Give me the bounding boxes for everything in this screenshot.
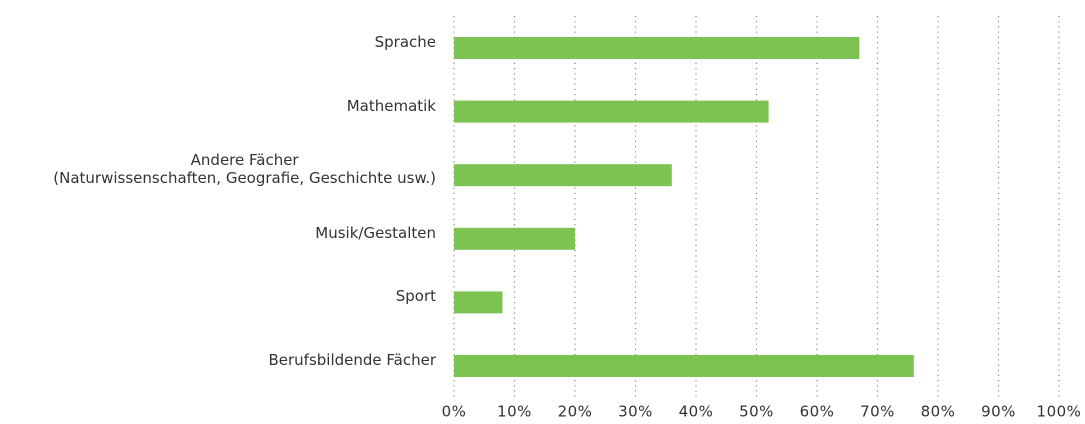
category-label: Berufsbildende Fächer <box>268 351 436 369</box>
bar <box>454 100 769 123</box>
category-label: Musik/Gestalten <box>315 223 436 242</box>
x-tick-label: 60% <box>800 403 835 421</box>
bar <box>454 291 503 314</box>
bar <box>454 37 860 59</box>
x-tick-label: 0% <box>442 403 467 421</box>
x-tick-label: 30% <box>618 403 653 421</box>
x-tick-label: 40% <box>679 403 714 421</box>
bar <box>454 227 575 250</box>
bar <box>454 164 672 187</box>
x-tick-label: 90% <box>981 403 1016 421</box>
x-tick-label: 80% <box>921 403 956 421</box>
category-label: Mathematik <box>346 96 436 115</box>
category-label: Sport <box>395 287 436 306</box>
x-tick-label: 100% <box>1037 403 1082 421</box>
bar <box>454 355 914 377</box>
x-tick-label: 50% <box>739 403 774 421</box>
x-tick-label: 70% <box>860 403 895 421</box>
category-label: Sprache <box>374 33 436 51</box>
x-tick-label: 20% <box>558 403 593 421</box>
category-label: Andere Fächer (Naturwissenschaften, Geog… <box>53 151 436 188</box>
x-tick-label: 10% <box>497 403 532 421</box>
